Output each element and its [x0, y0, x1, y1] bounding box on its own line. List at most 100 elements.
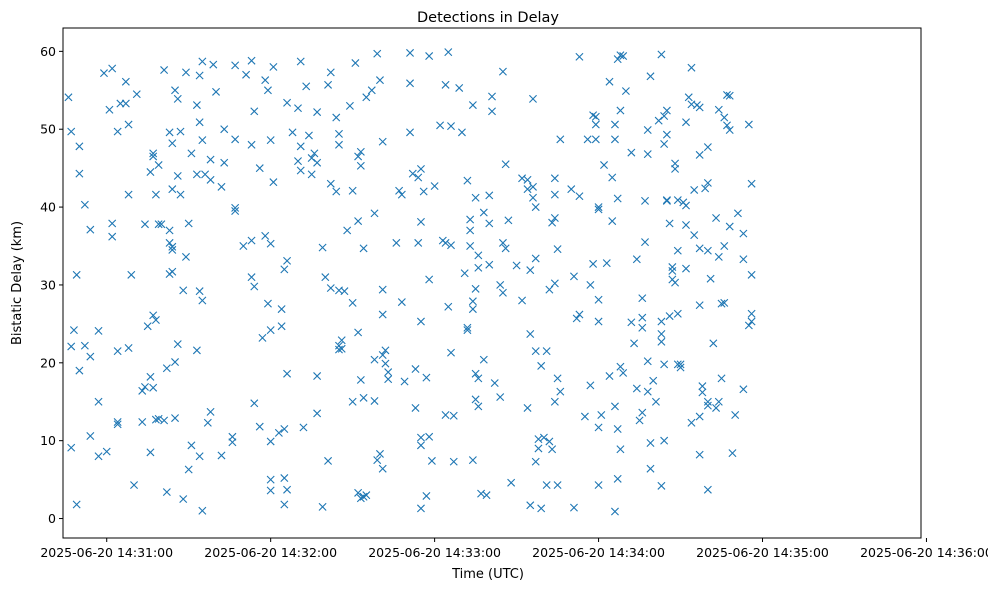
data-point — [250, 107, 259, 116]
data-point — [266, 437, 275, 446]
data-point — [105, 105, 114, 114]
data-point — [507, 478, 516, 487]
data-point — [531, 347, 540, 356]
data-point — [86, 225, 95, 234]
data-point — [471, 284, 480, 293]
data-point — [332, 113, 341, 122]
data-point — [488, 107, 496, 116]
data-point — [698, 388, 707, 397]
data-point — [362, 491, 371, 500]
data-point — [703, 485, 712, 494]
data-point — [695, 150, 704, 159]
data-point — [67, 443, 76, 452]
data-point — [553, 374, 562, 383]
data-point — [720, 298, 729, 307]
data-point — [171, 358, 180, 367]
data-point — [687, 63, 696, 72]
data-point — [610, 120, 619, 129]
data-point — [627, 148, 636, 157]
data-point — [526, 501, 535, 510]
data-point — [354, 152, 363, 161]
data-point — [671, 278, 680, 287]
data-point — [569, 503, 578, 512]
data-point — [703, 401, 712, 410]
data-point — [725, 126, 734, 134]
data-point — [250, 399, 259, 408]
data-point — [723, 90, 731, 99]
data-point — [474, 374, 483, 383]
data-point — [381, 359, 390, 368]
data-point — [154, 161, 163, 170]
data-point — [378, 464, 387, 473]
data-point — [468, 305, 477, 314]
data-point — [643, 126, 652, 134]
data-point — [654, 116, 663, 125]
data-point — [313, 409, 322, 418]
data-point — [605, 77, 614, 86]
data-point — [359, 244, 368, 253]
data-point — [378, 310, 387, 319]
data-point — [739, 229, 748, 238]
chart-title: Detections in Delay — [417, 10, 559, 26]
data-point — [528, 193, 537, 202]
data-point — [427, 456, 436, 465]
data-point — [496, 280, 505, 289]
y-axis: 0 10 20 30 40 50 60 — [40, 44, 63, 526]
data-point — [739, 255, 748, 264]
data-point — [447, 348, 456, 357]
data-point — [231, 61, 240, 70]
data-point — [575, 52, 584, 61]
data-point — [108, 219, 117, 228]
data-point — [108, 64, 117, 73]
data-point — [378, 351, 387, 360]
data-point — [638, 408, 647, 417]
data-point — [192, 346, 201, 355]
data-point — [321, 273, 330, 282]
data-point — [717, 299, 726, 308]
data-point — [247, 273, 256, 282]
data-point — [86, 432, 95, 440]
data-point — [263, 299, 272, 308]
data-point — [173, 171, 182, 180]
data-point — [378, 285, 387, 294]
data-point — [668, 266, 677, 275]
data-point — [334, 345, 343, 354]
y-tick-label: 60 — [40, 44, 56, 59]
data-point — [294, 104, 302, 113]
data-point — [192, 170, 201, 179]
data-point — [86, 352, 95, 361]
data-point — [173, 340, 182, 349]
data-point — [348, 397, 357, 406]
data-point — [266, 326, 275, 335]
data-point — [641, 238, 650, 247]
data-point — [181, 68, 190, 77]
data-point — [340, 287, 349, 296]
data-point — [397, 190, 406, 199]
data-point — [231, 203, 240, 212]
data-point — [682, 221, 690, 229]
data-point — [449, 411, 458, 420]
data-point — [485, 191, 494, 200]
data-point — [474, 402, 483, 411]
data-point — [416, 317, 425, 326]
data-point — [140, 382, 149, 391]
data-point — [436, 121, 445, 130]
data-point — [594, 423, 603, 432]
data-point — [67, 127, 76, 136]
data-point — [416, 433, 425, 442]
data-point — [720, 242, 729, 251]
data-point — [569, 272, 578, 281]
data-point — [416, 217, 425, 226]
data-point — [610, 402, 619, 411]
data-point — [466, 226, 475, 235]
data-point — [337, 336, 346, 345]
data-point — [523, 175, 532, 184]
data-point — [531, 254, 540, 263]
data-point — [526, 330, 535, 338]
data-point — [354, 488, 363, 497]
data-point — [283, 369, 292, 378]
data-point — [121, 77, 130, 86]
data-point — [523, 185, 532, 194]
data-point — [151, 190, 160, 199]
data-point — [99, 69, 108, 78]
